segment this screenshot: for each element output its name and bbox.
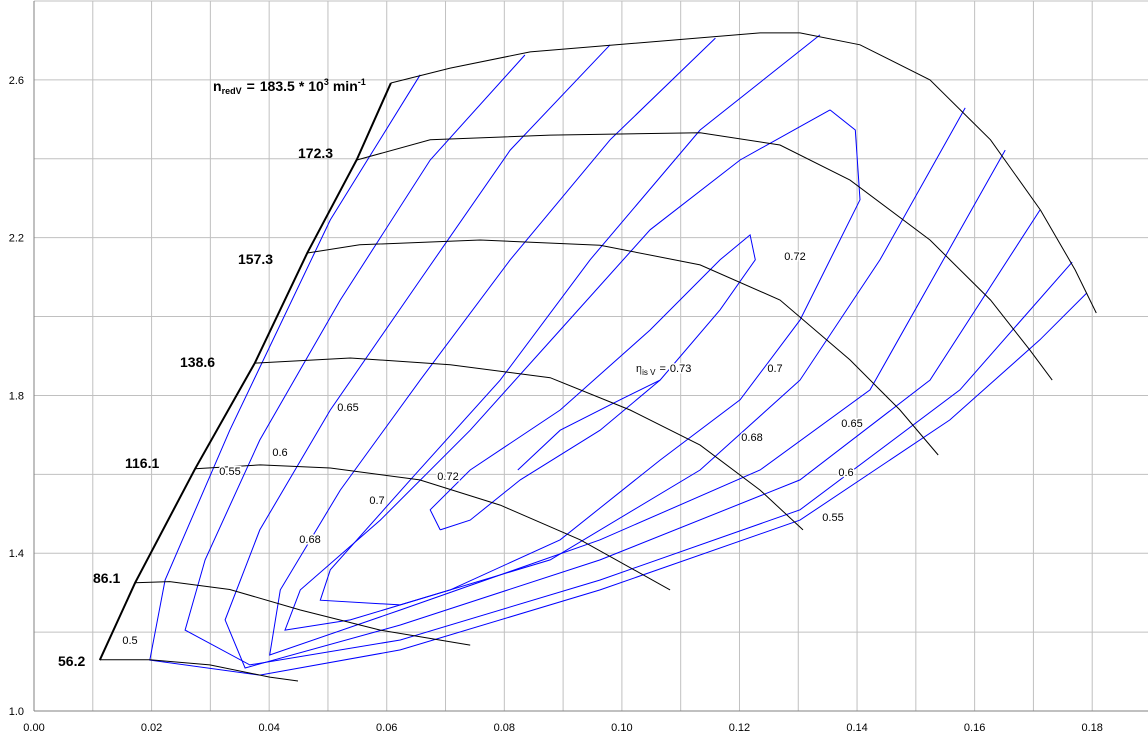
efficiency-contour: [269, 37, 1006, 656]
efficiency-label: 0.5: [122, 635, 137, 647]
efficiency-label: 0.72: [437, 471, 458, 483]
efficiency-label: 0.68: [299, 534, 320, 546]
label-part: *: [299, 78, 305, 94]
y-tick-label: 2.6: [9, 75, 24, 87]
x-tick-label: 0.04: [258, 722, 279, 734]
efficiency-label: 0.6: [838, 467, 853, 479]
efficiency-contour: [517, 379, 661, 471]
label-part: redV: [222, 86, 242, 96]
y-tick-label: 1.8: [9, 390, 24, 402]
speed-line: [356, 132, 1053, 381]
label-part: -1: [358, 77, 366, 87]
speed-line: [307, 239, 939, 456]
efficiency-label: ηis V = 0.73: [636, 363, 691, 377]
x-tick-label: 0.10: [611, 722, 632, 734]
efficiency-contour: [284, 109, 861, 631]
x-tick-label: 0.14: [846, 722, 867, 734]
speed-line: [254, 357, 804, 531]
label-part: 10: [308, 78, 324, 94]
efficiency-label: 0.72: [784, 251, 805, 263]
speed-line: [99, 659, 299, 682]
efficiency-contour: [319, 34, 966, 606]
label-part: =: [659, 363, 665, 375]
speed-label: 138.6: [180, 354, 215, 370]
x-tick-label: 0.06: [376, 722, 397, 734]
label-part: n: [213, 78, 222, 94]
efficiency-label: 0.65: [841, 418, 862, 430]
y-tick-label: 1.0: [9, 706, 24, 718]
efficiency-label: 0.6: [272, 447, 287, 459]
label-part: is V: [642, 368, 656, 377]
x-tick-label: 0.08: [494, 722, 515, 734]
label-part: 3: [324, 77, 329, 87]
x-tick-label: 0.02: [141, 722, 162, 734]
x-tick-label: 0.12: [729, 722, 750, 734]
label-part: 183.5: [260, 78, 295, 94]
x-tick-label: 0.16: [964, 722, 985, 734]
efficiency-label: 0.55: [822, 512, 843, 524]
y-tick-label: 2.2: [9, 233, 24, 245]
speed-label: 86.1: [93, 570, 120, 586]
efficiency-label: 0.65: [337, 402, 358, 414]
label-part: 0.73: [670, 363, 691, 375]
label-part: =: [247, 78, 255, 94]
x-tick-label: 0.18: [1081, 722, 1102, 734]
label-part: η: [636, 363, 642, 375]
efficiency-label: 0.55: [219, 466, 240, 478]
y-tick-label: 1.4: [9, 548, 24, 560]
efficiency-contour: [149, 74, 1088, 676]
efficiency-label: 0.7: [767, 363, 782, 375]
speed-label: nredV = 183.5 * 103 min-1: [213, 77, 366, 96]
speed-line: [390, 32, 1097, 314]
speed-label: 116.1: [125, 455, 159, 471]
speed-line: [195, 464, 671, 591]
speed-label: 56.2: [58, 653, 85, 669]
efficiency-contour: [429, 233, 756, 531]
speed-label: 157.3: [238, 251, 273, 267]
x-tick-label: 0.00: [23, 722, 44, 734]
efficiency-contour: [184, 54, 1073, 666]
surge-line: [98, 82, 392, 661]
speed-line: [135, 581, 471, 646]
speed-label: 172.3: [298, 145, 333, 161]
efficiency-label: 0.68: [741, 432, 762, 444]
efficiency-contour: [224, 44, 1041, 669]
label-part: min: [333, 78, 358, 94]
efficiency-label: 0.7: [369, 495, 384, 507]
